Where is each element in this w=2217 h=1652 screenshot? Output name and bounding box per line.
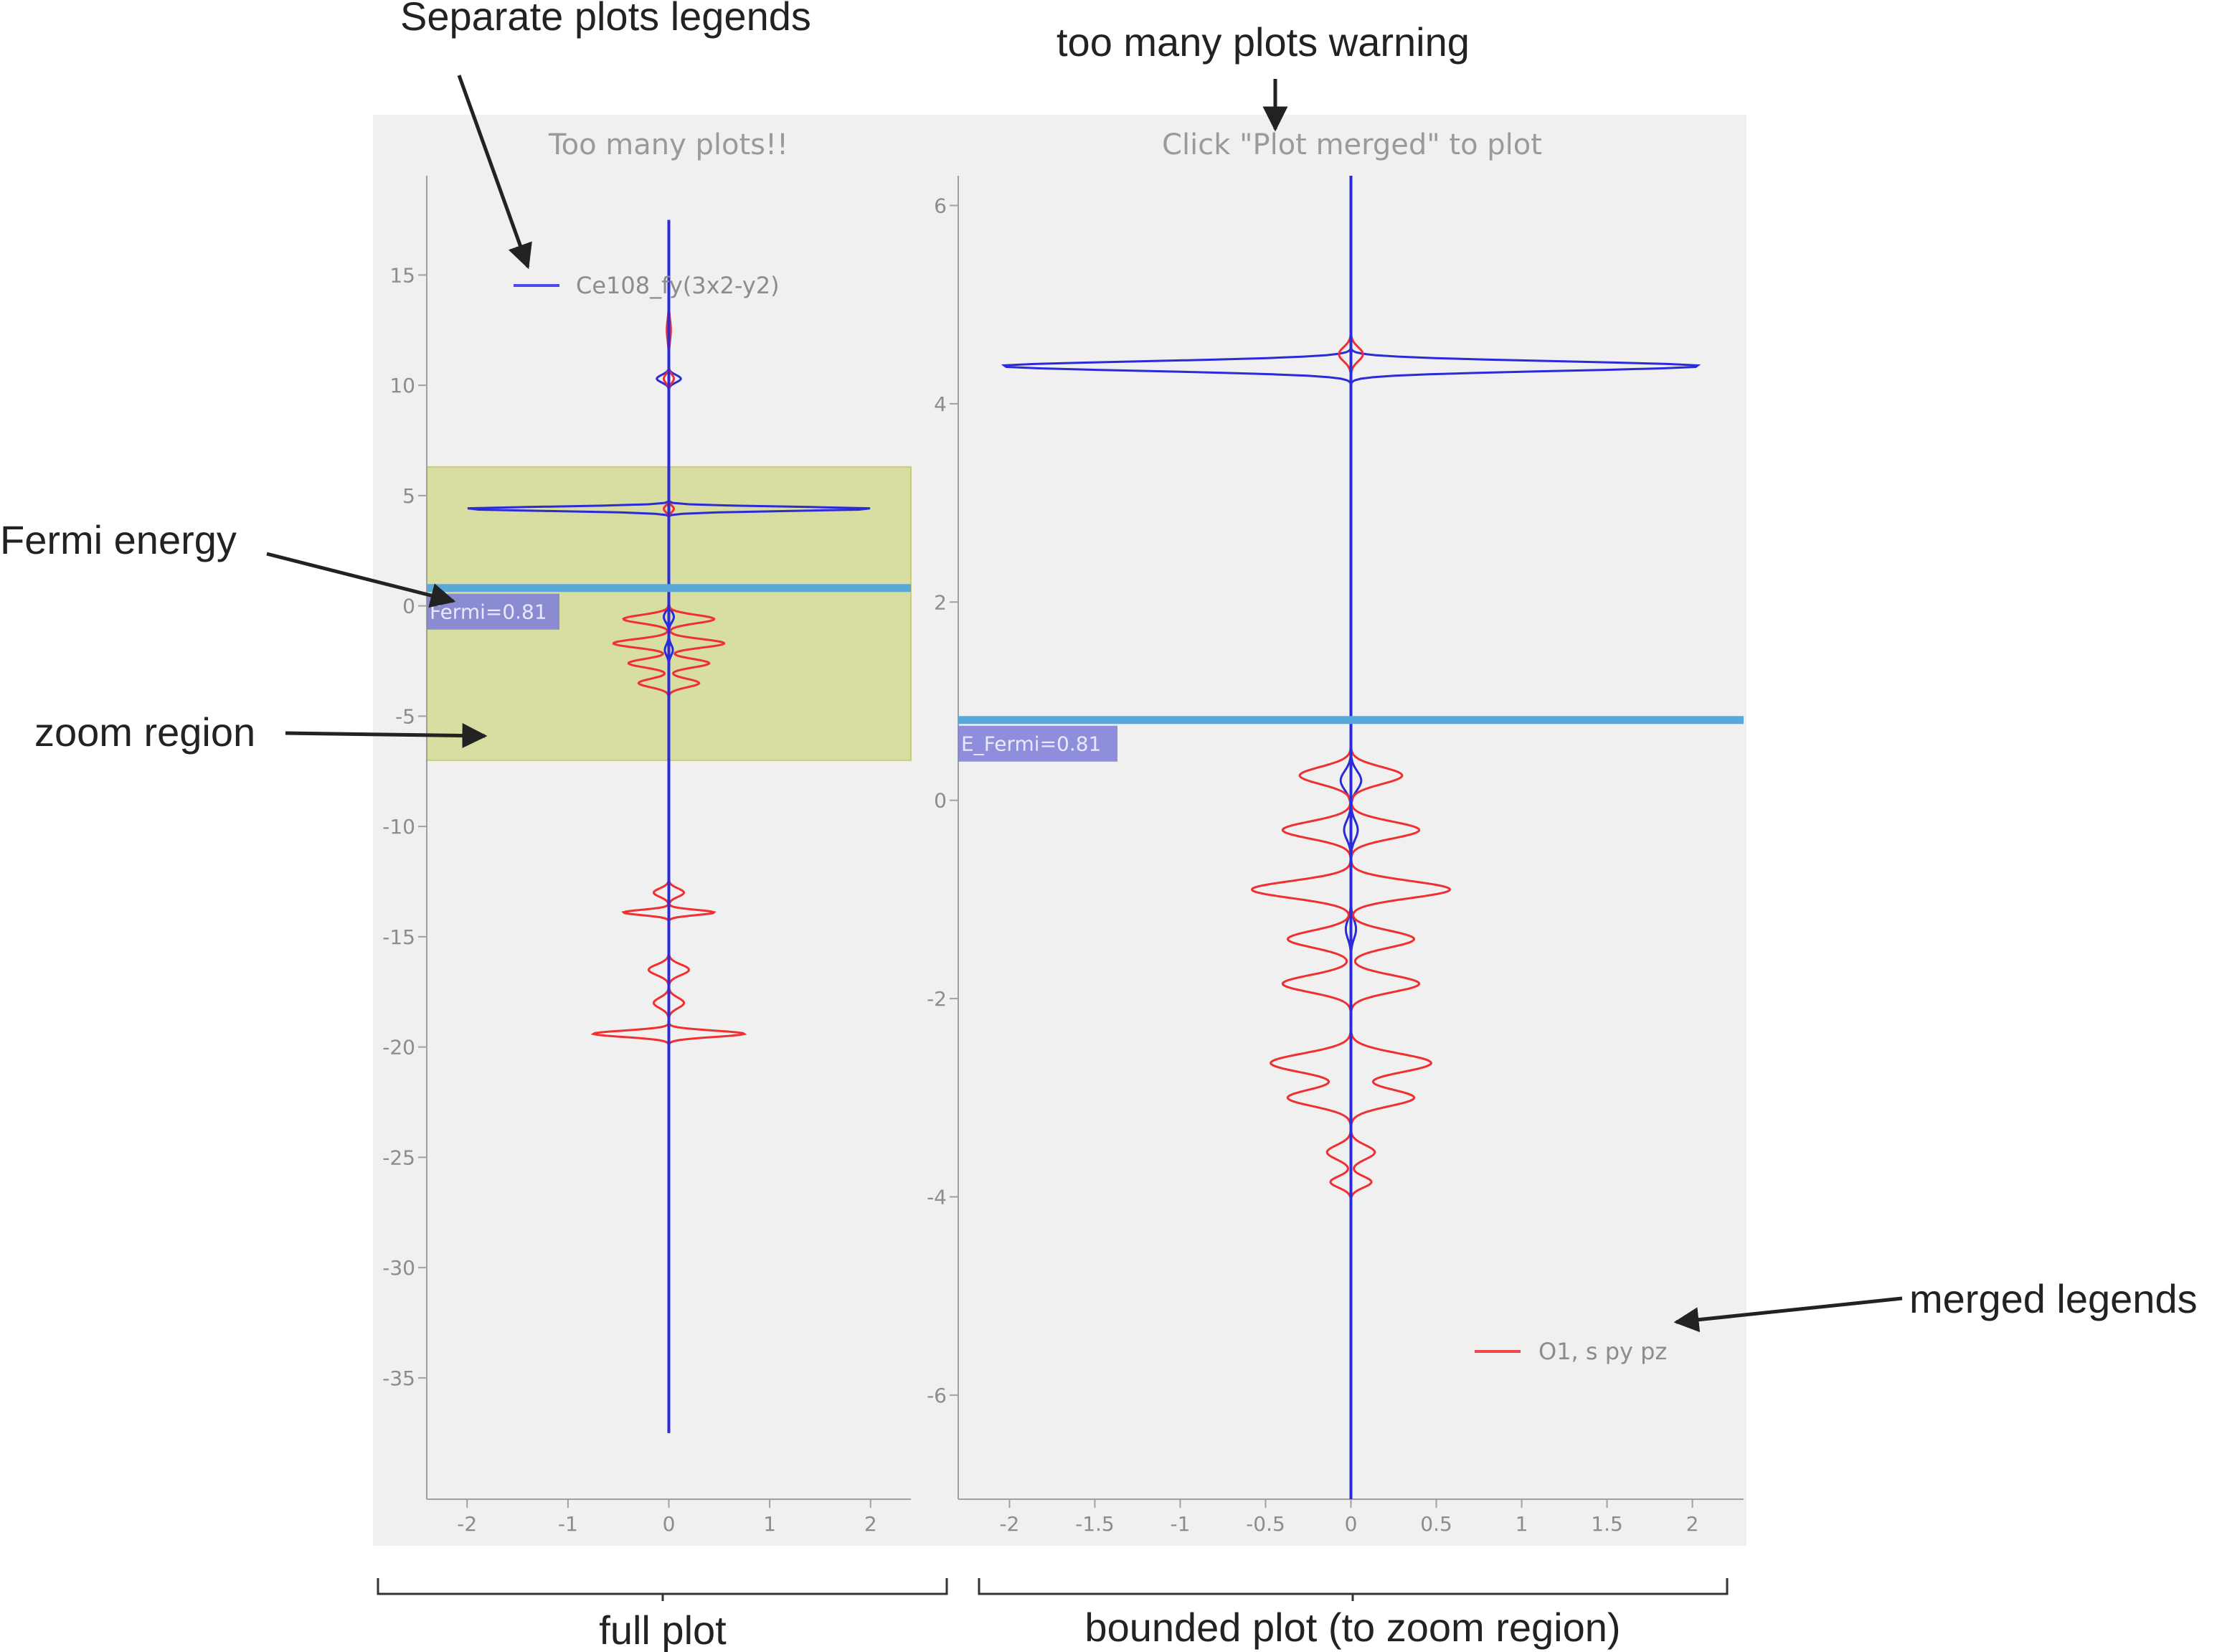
- annotation-zoom-region: zoom region: [34, 709, 255, 755]
- arrow-fermi-energy: [266, 552, 456, 608]
- bracket-full-plot: [377, 1578, 948, 1601]
- series-curve-blue: [467, 220, 871, 1433]
- arrow-merged-legends: [1673, 1296, 1903, 1333]
- x-tick-label: 0.5: [1420, 1512, 1452, 1536]
- annotation-separate-legends: Separate plots legends: [400, 0, 811, 39]
- right-chart-title: Click "Plot merged" to plot: [1162, 128, 1542, 161]
- y-tick-label: -25: [382, 1146, 415, 1169]
- annotation-full-plot: full plot: [599, 1608, 727, 1652]
- annotation-fermi-energy: Fermi energy: [0, 517, 237, 562]
- x-tick-label: 0: [663, 1512, 676, 1536]
- annotation-merged-legends: merged legends: [1909, 1276, 2198, 1321]
- y-tick-label: 5: [402, 484, 415, 508]
- y-tick-label: 2: [934, 590, 947, 614]
- left-fermi-label: Fermi=0.81: [430, 600, 547, 624]
- y-tick-label: -35: [382, 1367, 415, 1390]
- x-tick-label: -1.5: [1075, 1512, 1115, 1536]
- x-tick-label: 0: [1345, 1512, 1358, 1536]
- right-axes: 6 4 2 0 -2 -4 -6 -2 -1.5 -1 -0.5 0 0.5 1 1.5 2: [927, 176, 1744, 1536]
- x-tick-label: -0.5: [1246, 1512, 1285, 1536]
- x-tick-label: 2: [1686, 1512, 1699, 1536]
- arrow-separate-legends: [457, 75, 532, 270]
- left-chart: Too many plots!! 151050-5-10-15-20-25-30…: [382, 128, 912, 1536]
- left-panel-background: [373, 115, 914, 1546]
- y-tick-label: -4: [927, 1185, 947, 1209]
- y-tick-label: -15: [382, 925, 415, 949]
- x-tick-label: 1: [1516, 1512, 1528, 1536]
- x-tick-label: -2: [999, 1512, 1019, 1536]
- y-tick-label: -2: [927, 987, 947, 1011]
- y-tick-label: 15: [389, 263, 415, 287]
- annotation-too-many-warning: too many plots warning: [1056, 19, 1470, 65]
- x-tick-label: 1.5: [1591, 1512, 1623, 1536]
- x-tick-label: -1: [1170, 1512, 1190, 1536]
- right-panel-background: [914, 115, 1746, 1546]
- y-tick-label: 0: [402, 595, 415, 618]
- x-tick-label: 1: [763, 1512, 776, 1536]
- x-tick-label: -2: [457, 1512, 477, 1536]
- right-series: [1001, 176, 1701, 1499]
- left-legend-label: Ce108_fy(3x2-y2): [576, 272, 780, 299]
- y-tick-label: -30: [382, 1256, 415, 1280]
- right-fermi-label-box: [958, 725, 1117, 762]
- y-tick-label: -5: [395, 704, 415, 728]
- right-legend-label: O1, s py pz: [1538, 1338, 1667, 1365]
- annotation-bounded-plot: bounded plot (to zoom region): [1084, 1605, 1620, 1650]
- x-tick-label: 2: [864, 1512, 877, 1536]
- right-fermi-label: E_Fermi=0.81: [961, 732, 1101, 756]
- y-tick-label: 4: [934, 392, 947, 416]
- arrow-zoom-region: [285, 723, 488, 749]
- y-tick-label: 6: [934, 194, 947, 217]
- y-tick-label: 10: [389, 374, 415, 397]
- left-chart-title: Too many plots!!: [548, 128, 788, 161]
- bracket-bounded-plot: [978, 1578, 1729, 1601]
- y-tick-label: -10: [382, 815, 415, 839]
- y-tick-label: -6: [927, 1384, 947, 1407]
- left-series: [467, 220, 871, 1433]
- right-chart: Click "Plot merged" to plot 6 4 2 0 -2 -4 -6 -2…: [927, 128, 1744, 1536]
- x-tick-label: -1: [558, 1512, 578, 1536]
- y-tick-label: 0: [934, 789, 947, 813]
- y-tick-label: -20: [382, 1036, 415, 1059]
